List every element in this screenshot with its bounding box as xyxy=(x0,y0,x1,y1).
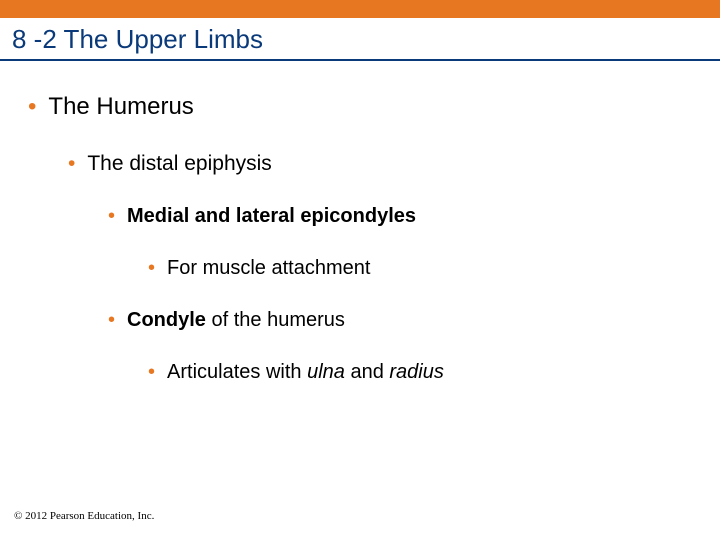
bullet-text: Condyle of the humerus xyxy=(127,307,345,333)
plain-text: Articulates with xyxy=(167,361,307,383)
bullet-icon: • xyxy=(148,359,155,385)
bold-text: Medial and lateral epicondyles xyxy=(127,205,416,227)
title-bar: 8 -2 The Upper Limbs xyxy=(0,18,720,59)
top-accent-bar xyxy=(0,0,720,18)
bullet-text: Articulates with ulna and radius xyxy=(167,359,444,385)
slide-content: • The Humerus • The distal epiphysis • M… xyxy=(0,61,720,385)
bullet-text: For muscle attachment xyxy=(167,255,370,281)
bullet-icon: • xyxy=(68,150,75,177)
copyright-footer: © 2012 Pearson Education, Inc. xyxy=(14,510,154,522)
bullet-text: The Humerus xyxy=(48,91,193,122)
bullet-level-4: • Articulates with ulna and radius xyxy=(148,359,700,385)
plain-text: and xyxy=(345,361,389,383)
bullet-icon: • xyxy=(148,255,155,281)
bullet-icon: • xyxy=(108,307,115,333)
bullet-icon: • xyxy=(108,203,115,229)
bullet-level-3: • Medial and lateral epicondyles xyxy=(108,203,700,229)
bullet-text: The distal epiphysis xyxy=(87,150,271,177)
bullet-icon: • xyxy=(28,91,36,122)
bullet-level-3: • Condyle of the humerus xyxy=(108,307,700,333)
bullet-level-1: • The Humerus xyxy=(28,91,700,122)
bullet-level-2: • The distal epiphysis xyxy=(68,150,700,177)
plain-text: of the humerus xyxy=(206,309,345,331)
slide-title: 8 -2 The Upper Limbs xyxy=(12,24,263,54)
bullet-level-4: • For muscle attachment xyxy=(148,255,700,281)
italic-text: ulna xyxy=(307,361,345,383)
italic-text: radius xyxy=(389,361,443,383)
bold-text: Condyle xyxy=(127,309,206,331)
bullet-text: Medial and lateral epicondyles xyxy=(127,203,416,229)
